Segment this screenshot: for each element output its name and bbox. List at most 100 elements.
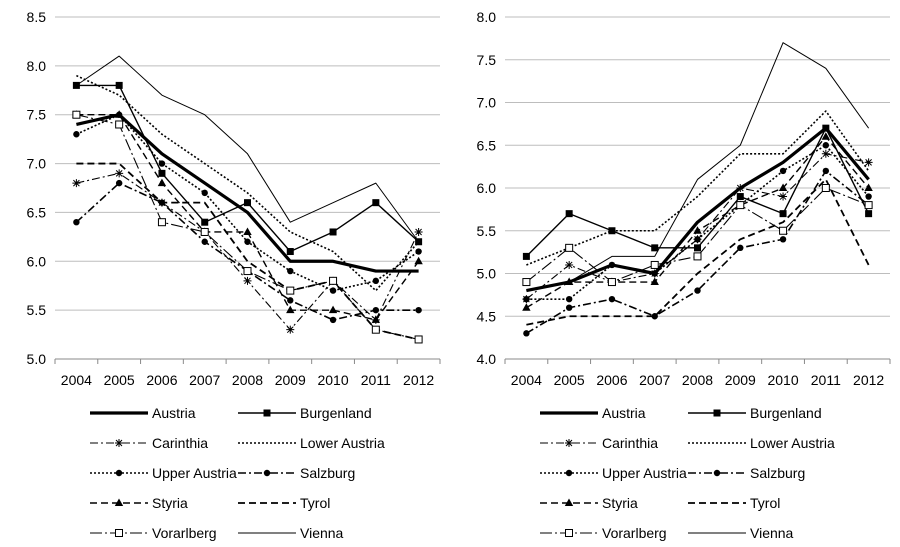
legend-label: Carinthia <box>152 435 208 451</box>
data-point-vorarlberg <box>157 218 166 227</box>
data-point-vorarlberg <box>693 252 702 261</box>
legend-label: Salzburg <box>750 465 805 481</box>
data-point-vorarlberg <box>650 260 659 269</box>
data-point-styria <box>522 303 531 311</box>
data-point-salzburg <box>523 330 530 337</box>
data-point-styria <box>650 277 659 286</box>
data-point-styria <box>778 183 788 191</box>
data-point-salzburg <box>737 244 744 252</box>
x-tick-label: 2004 <box>61 372 92 388</box>
x-tick-label: 2009 <box>725 372 756 388</box>
data-point-vorarlberg <box>607 278 616 287</box>
y-tick-label: 7.5 <box>477 52 497 68</box>
data-point-salzburg <box>565 304 573 311</box>
y-tick-label: 4.5 <box>477 308 497 324</box>
data-point-upper <box>822 142 830 149</box>
legend-label: Austria <box>152 405 196 421</box>
data-point-upper <box>608 261 616 269</box>
data-point-vorarlberg <box>864 201 873 210</box>
legend-marker-upper <box>565 469 573 477</box>
data-point-upper <box>244 238 251 245</box>
legend-label: Lower Austria <box>750 435 835 451</box>
data-point-burgenland <box>779 210 787 218</box>
y-tick-label: 5.0 <box>477 266 497 282</box>
data-point-styria <box>114 110 124 118</box>
series-line-upper <box>526 144 870 300</box>
series-line-tyrol <box>76 162 419 341</box>
data-point-salzburg <box>415 306 422 314</box>
data-point-carinthia <box>779 192 788 201</box>
y-tick-label: 8.5 <box>27 9 47 25</box>
data-point-vorarlberg <box>779 226 788 235</box>
x-tick-label: 2012 <box>853 372 884 388</box>
data-point-upper <box>73 131 80 138</box>
legend-label: Burgenland <box>300 405 372 421</box>
data-point-carinthia <box>821 149 830 158</box>
series-line-burgenland <box>76 84 420 253</box>
data-point-burgenland <box>694 244 701 252</box>
y-tick-label: 7.5 <box>27 107 47 123</box>
data-point-vorarlberg <box>371 325 380 334</box>
data-point-upper <box>523 295 530 303</box>
data-point-burgenland <box>565 210 573 218</box>
series-line-vorarlberg <box>76 114 419 340</box>
data-point-upper <box>329 287 337 294</box>
data-point-upper <box>415 248 422 255</box>
data-point-carinthia <box>286 325 295 334</box>
y-tick-label: 5.5 <box>477 223 497 239</box>
y-tick-label: 8.0 <box>27 58 47 74</box>
data-point-salzburg <box>608 295 616 303</box>
data-point-styria <box>693 226 702 234</box>
series-line-vorarlberg <box>526 187 869 283</box>
data-point-styria <box>243 227 252 235</box>
data-point-salzburg <box>115 179 123 187</box>
x-tick-label: 2011 <box>361 372 391 388</box>
y-tick-label: 7.0 <box>477 95 497 111</box>
data-point-salzburg <box>651 313 658 320</box>
data-point-salzburg <box>822 167 830 175</box>
data-point-vorarlberg <box>414 335 423 344</box>
data-point-salzburg <box>201 238 208 245</box>
legend-marker-vorarlberg <box>565 529 573 537</box>
legend: Austria Burgenland Carinthia Lower Austria U… <box>540 405 835 541</box>
x-tick-label: 2008 <box>232 372 263 388</box>
legend-label: Upper Austria <box>152 465 237 481</box>
y-tick-label: 5.5 <box>27 302 47 318</box>
x-tick-label: 2008 <box>682 372 713 388</box>
data-point-vorarlberg <box>522 278 531 287</box>
y-tick-label: 7.0 <box>27 156 47 172</box>
legend-label: Vorarlberg <box>152 525 217 541</box>
data-point-vorarlberg <box>329 276 338 285</box>
legend-marker-carinthia <box>565 439 573 447</box>
legend-label: Styria <box>602 495 638 511</box>
data-point-vorarlberg <box>243 267 252 276</box>
data-point-burgenland <box>286 248 294 256</box>
x-tick-label: 2004 <box>511 372 542 388</box>
data-point-vorarlberg <box>115 120 124 129</box>
y-tick-label: 5.0 <box>27 351 47 367</box>
series-line-salzburg <box>525 170 870 335</box>
legend-marker-styria <box>114 498 124 506</box>
data-point-carinthia <box>243 276 252 285</box>
data-point-carinthia <box>736 184 745 192</box>
x-tick-label: 2009 <box>275 372 306 388</box>
data-point-carinthia <box>864 158 873 167</box>
data-point-burgenland <box>865 210 873 218</box>
x-tick-label: 2006 <box>596 372 627 388</box>
data-point-carinthia <box>72 179 81 188</box>
data-point-styria <box>564 277 574 286</box>
x-tick-label: 2005 <box>104 372 135 388</box>
data-point-salzburg <box>329 316 337 324</box>
data-point-burgenland <box>244 199 251 207</box>
data-point-salzburg <box>694 287 701 294</box>
data-point-styria <box>414 256 423 265</box>
data-point-upper <box>287 267 294 275</box>
legend-label: Burgenland <box>750 405 822 421</box>
x-tick-label: 2007 <box>639 372 670 388</box>
data-point-upper <box>651 270 658 277</box>
data-point-burgenland <box>822 124 830 132</box>
data-point-upper <box>158 160 166 167</box>
data-point-burgenland <box>158 169 166 177</box>
x-tick-label: 2006 <box>146 372 177 388</box>
